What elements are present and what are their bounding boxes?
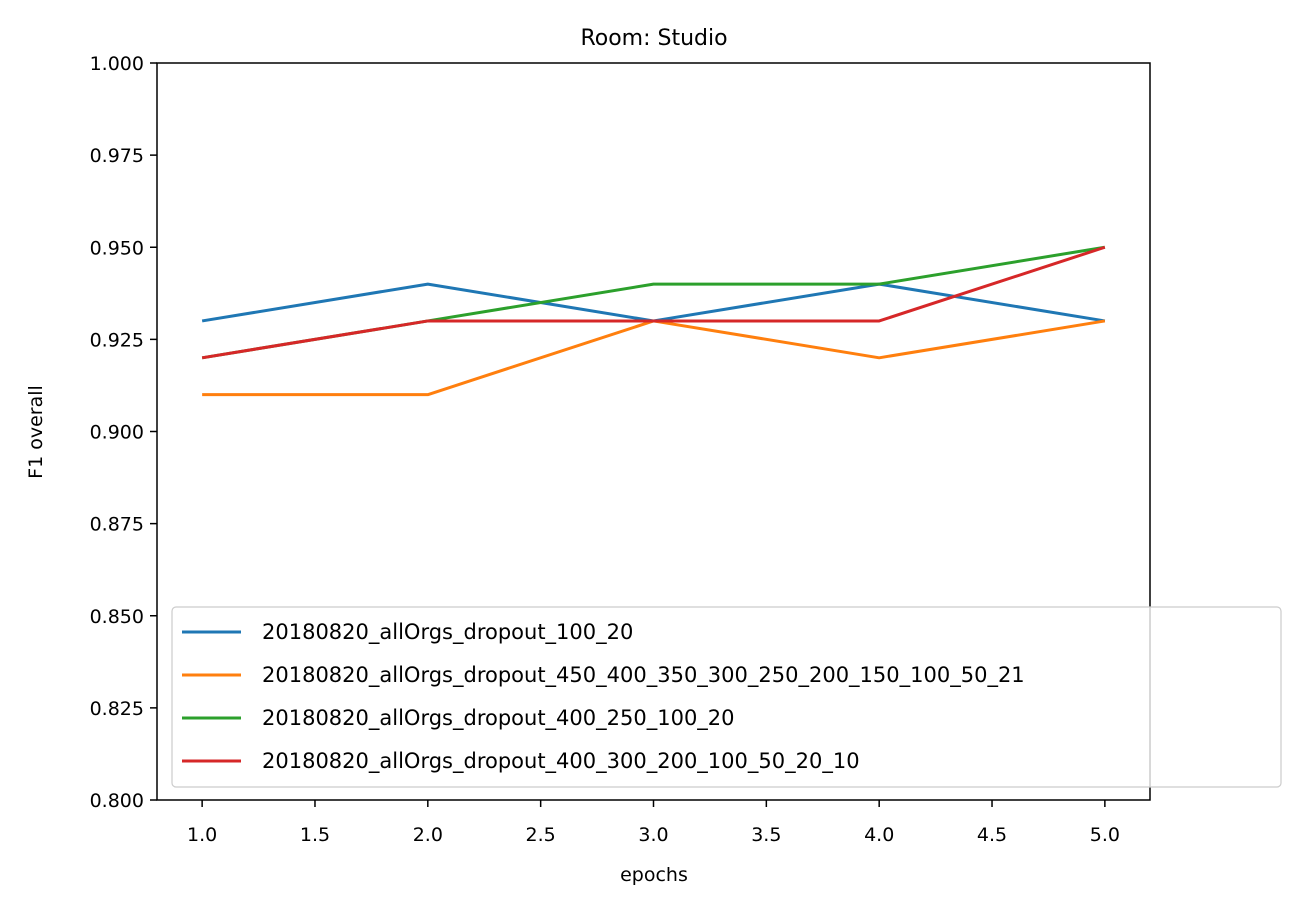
x-tick-label: 1.5 (300, 824, 330, 846)
y-tick-label: 0.800 (90, 790, 144, 812)
y-tick-label: 0.900 (90, 422, 144, 444)
x-tick-label: 5.0 (1090, 824, 1120, 846)
series-line-2 (202, 321, 1105, 395)
series-line-1 (202, 284, 1105, 321)
legend-label: 20180820_allOrgs_dropout_450_400_350_300… (262, 663, 1025, 688)
y-tick-label: 1.000 (90, 53, 144, 75)
y-tick-label: 0.975 (90, 145, 144, 167)
x-tick-label: 4.0 (864, 824, 894, 846)
legend-label: 20180820_allOrgs_dropout_400_250_100_20 (262, 706, 735, 731)
y-tick-label: 0.825 (90, 698, 144, 720)
y-axis-label: F1 overall (25, 385, 47, 479)
y-tick-label: 0.950 (90, 237, 144, 259)
x-tick-label: 1.0 (187, 824, 217, 846)
x-tick-label: 2.5 (526, 824, 556, 846)
x-axis-label: epochs (620, 864, 688, 886)
y-tick-label: 0.925 (90, 329, 144, 351)
legend-label: 20180820_allOrgs_dropout_400_300_200_100… (262, 749, 860, 774)
y-tick-label: 0.850 (90, 606, 144, 628)
x-tick-label: 3.5 (751, 824, 781, 846)
series-layer (202, 247, 1105, 394)
chart-title: Room: Studio (580, 26, 727, 51)
legend-label: 20180820_allOrgs_dropout_100_20 (262, 620, 633, 645)
y-axis-ticks: 0.800 0.825 0.850 0.875 0.900 0.925 0.950 0.975… (90, 53, 157, 812)
legend: 20180820_allOrgs_dropout_100_20 20180820_… (172, 607, 1281, 787)
x-tick-label: 3.0 (638, 824, 668, 846)
x-tick-label: 2.0 (413, 824, 443, 846)
series-line-3 (202, 247, 1105, 358)
y-tick-label: 0.875 (90, 514, 144, 536)
x-axis-ticks: 1.0 1.5 2.0 2.5 3.0 3.5 4.0 4.5 5.0 (187, 800, 1120, 846)
x-tick-label: 4.5 (977, 824, 1007, 846)
series-line-4 (202, 247, 1105, 358)
